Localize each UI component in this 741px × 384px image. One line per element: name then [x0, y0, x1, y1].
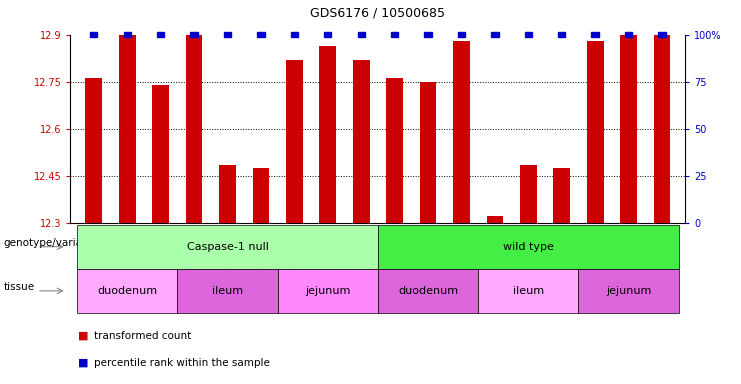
Bar	[620, 35, 637, 223]
Bar	[386, 78, 403, 223]
Bar	[286, 60, 303, 223]
Bar	[157, 32, 165, 37]
Bar	[658, 32, 665, 37]
Bar	[419, 82, 436, 223]
Bar	[558, 32, 565, 37]
Bar	[525, 32, 532, 37]
Text: GDS6176 / 10500685: GDS6176 / 10500685	[310, 6, 445, 19]
Text: ileum: ileum	[212, 286, 243, 296]
Bar	[324, 32, 331, 37]
Text: duodenum: duodenum	[398, 286, 458, 296]
Text: Caspase-1 null: Caspase-1 null	[187, 242, 268, 252]
Bar	[119, 35, 136, 223]
Bar	[458, 32, 465, 37]
Bar	[554, 168, 570, 223]
Bar	[319, 46, 336, 223]
Bar	[491, 32, 499, 37]
Bar	[224, 32, 231, 37]
Bar	[219, 165, 236, 223]
Text: tissue: tissue	[4, 282, 35, 292]
Text: transformed count: transformed count	[94, 331, 191, 341]
Bar	[391, 32, 399, 37]
Text: percentile rank within the sample: percentile rank within the sample	[94, 358, 270, 368]
Bar	[625, 32, 632, 37]
Bar	[520, 165, 536, 223]
Text: jejunum: jejunum	[305, 286, 350, 296]
Bar	[487, 217, 503, 223]
Bar	[591, 32, 599, 37]
Bar	[357, 32, 365, 37]
Bar	[90, 32, 98, 37]
Text: wild type: wild type	[503, 242, 554, 252]
Bar	[654, 35, 671, 223]
Text: duodenum: duodenum	[97, 286, 157, 296]
Bar	[290, 32, 298, 37]
Bar	[453, 41, 470, 223]
Bar	[190, 32, 198, 37]
Bar	[257, 32, 265, 37]
Bar	[186, 35, 202, 223]
Bar	[153, 85, 169, 223]
Text: genotype/variation: genotype/variation	[4, 238, 103, 248]
Bar	[425, 32, 432, 37]
Text: ■: ■	[78, 331, 88, 341]
Text: ■: ■	[78, 358, 88, 368]
Bar	[587, 41, 603, 223]
Bar	[253, 168, 269, 223]
Bar	[353, 60, 370, 223]
Text: jejunum: jejunum	[606, 286, 651, 296]
Bar	[124, 32, 131, 37]
Bar	[85, 78, 102, 223]
Text: ileum: ileum	[513, 286, 544, 296]
